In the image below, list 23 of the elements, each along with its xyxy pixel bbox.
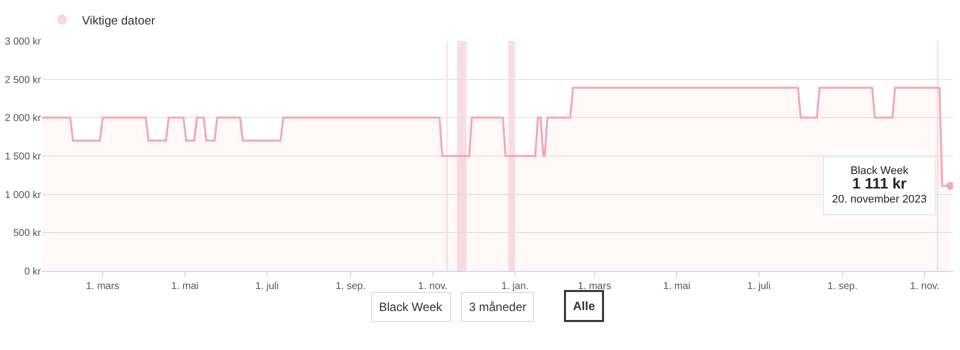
x-tick-label: 1. juli xyxy=(255,281,279,292)
legend-label: Viktige datoer xyxy=(82,13,156,28)
text: Alle xyxy=(573,299,596,313)
y-tick-label: 3 000 kr xyxy=(4,36,42,48)
x-tick-label: 1. mai xyxy=(171,281,198,292)
x-tick-label: 1. sep. xyxy=(336,281,366,292)
x-tick-label: 1. jan. xyxy=(501,281,529,292)
y-tick-label: 2 500 kr xyxy=(4,74,42,86)
text: Black Week xyxy=(379,300,444,314)
y-tick-label: 1 500 kr xyxy=(4,152,42,162)
x-tick-label: 1. mars xyxy=(86,281,120,292)
x-tick-label: 1. sep. xyxy=(827,281,858,292)
x-tick-label: 1. mars xyxy=(578,281,612,292)
x-tick-label: 1. nov. xyxy=(418,281,448,292)
y-tick-label: 2 000 kr xyxy=(4,113,42,124)
y-tick-label: 1 000 kr xyxy=(4,190,42,201)
y-tick-label: 0 kr xyxy=(24,266,42,278)
x-tick-label: 1. nov. xyxy=(910,281,940,292)
annotation: Black Week 1 111 kr 20. november 2023 xyxy=(832,165,927,206)
y-tick-label: 500 kr xyxy=(13,228,42,240)
x-tick-label: 1. mai xyxy=(663,281,690,292)
x-tick-label: 1. juli xyxy=(747,281,771,292)
text: 3 måneder xyxy=(469,300,526,314)
